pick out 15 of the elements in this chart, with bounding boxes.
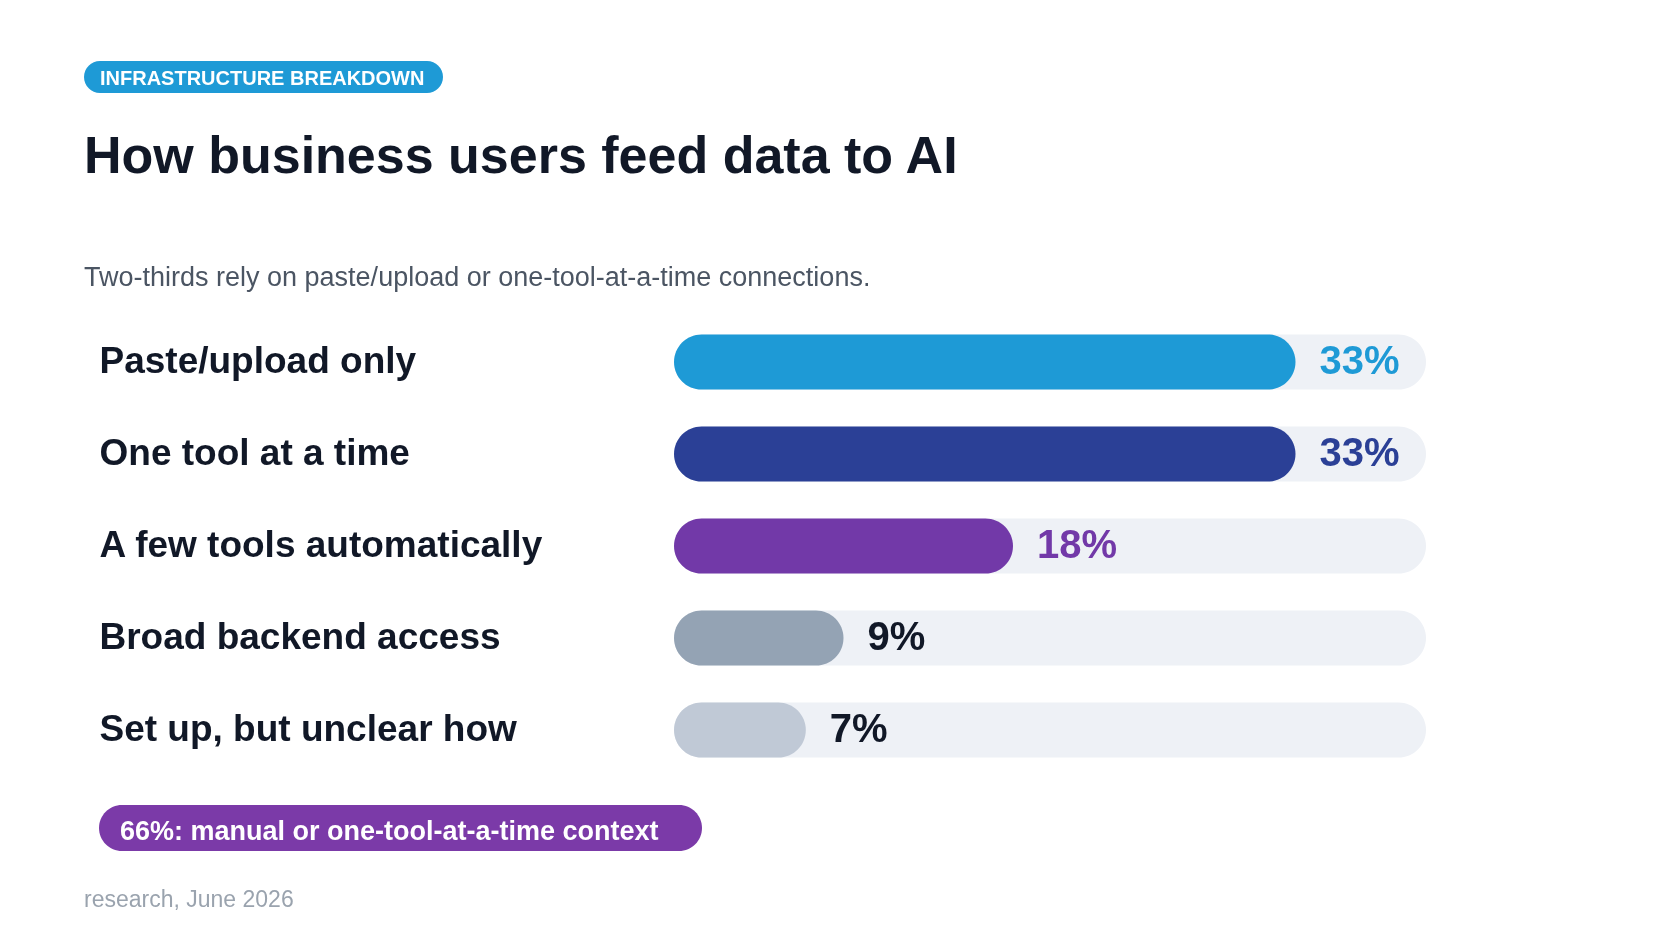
y-tick-label: One tool at a time bbox=[99, 432, 410, 473]
data-label: 18% bbox=[1036, 522, 1118, 566]
y-tick-label: Set up, but unclear how bbox=[99, 708, 518, 749]
y-tick-label: Broad backend access bbox=[99, 616, 501, 657]
data-label: 33% bbox=[1319, 338, 1400, 382]
text: 66%: manual or one-tool-at-a-time context bbox=[120, 816, 659, 846]
data-label: 33% bbox=[1319, 430, 1400, 474]
y-tick-label: A few tools automatically bbox=[99, 524, 543, 565]
data-label: 9% bbox=[867, 614, 926, 658]
chart-title: How business users feed data to AI bbox=[84, 126, 958, 184]
chart-subtitle: Two-thirds rely on paste/upload or one-tool-at-a-time connections. bbox=[84, 262, 871, 292]
data-label: 7% bbox=[829, 706, 888, 750]
text: research, June 2026 bbox=[84, 886, 294, 912]
text: INFRASTRUCTURE BREAKDOWN bbox=[100, 67, 425, 89]
y-tick-label: Paste/upload only bbox=[99, 340, 417, 381]
